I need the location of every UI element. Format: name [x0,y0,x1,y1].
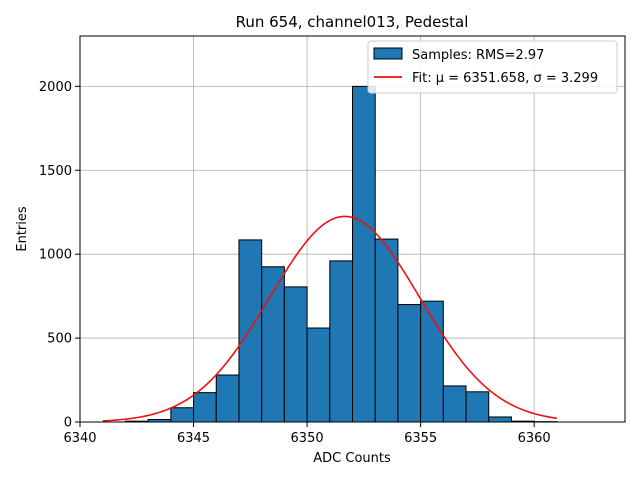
y-tick-label: 0 [64,416,72,431]
legend-label-samples: Samples: RMS=2.97 [412,48,544,63]
x-axis-ticks: 6340 6345 6350 6355 6360 [63,422,551,446]
histogram-bar [170,407,195,423]
y-axis-label: Entries [15,206,30,252]
histogram-bar [420,300,444,423]
y-tick-label: 500 [47,332,72,347]
histogram-bar [442,385,467,423]
legend-box [367,40,618,94]
histogram-bar [329,260,353,423]
histogram-bar [261,266,285,423]
histogram-bar [193,392,217,423]
histogram-bars [124,85,558,423]
x-tick-label: 6360 [518,431,551,446]
histogram-bar [306,327,331,423]
legend-label-fit: Fit: μ = 6351.658, σ = 3.299 [412,71,598,86]
histogram-bar [397,304,422,423]
x-tick-label: 6340 [63,431,96,446]
y-tick-label: 2000 [39,80,72,95]
x-axis-label: ADC Counts [313,451,391,466]
plot-frame [79,35,626,423]
x-tick-label: 6355 [404,431,437,446]
fit-curve-group [102,215,557,422]
legend: Samples: RMS=2.97 Fit: μ = 6351.658, σ =… [367,40,618,94]
x-tick-label: 6345 [177,431,210,446]
histogram-bar [238,239,263,423]
histogram-bar [215,374,240,423]
chart-title: Run 654, channel013, Pedestal [236,13,469,31]
y-tick-label: 1500 [39,164,72,179]
histogram-bar [465,391,490,423]
legend-swatch-samples [373,47,403,60]
x-tick-label: 6350 [291,431,324,446]
histogram-bar [374,238,399,423]
y-tick-label: 1000 [39,248,72,263]
histogram-bar [488,416,512,423]
fit-curve [102,215,557,422]
histogram-bar [352,85,376,423]
y-axis-ticks: 0 500 1000 1500 2000 [39,80,80,431]
histogram-bar [283,286,308,423]
